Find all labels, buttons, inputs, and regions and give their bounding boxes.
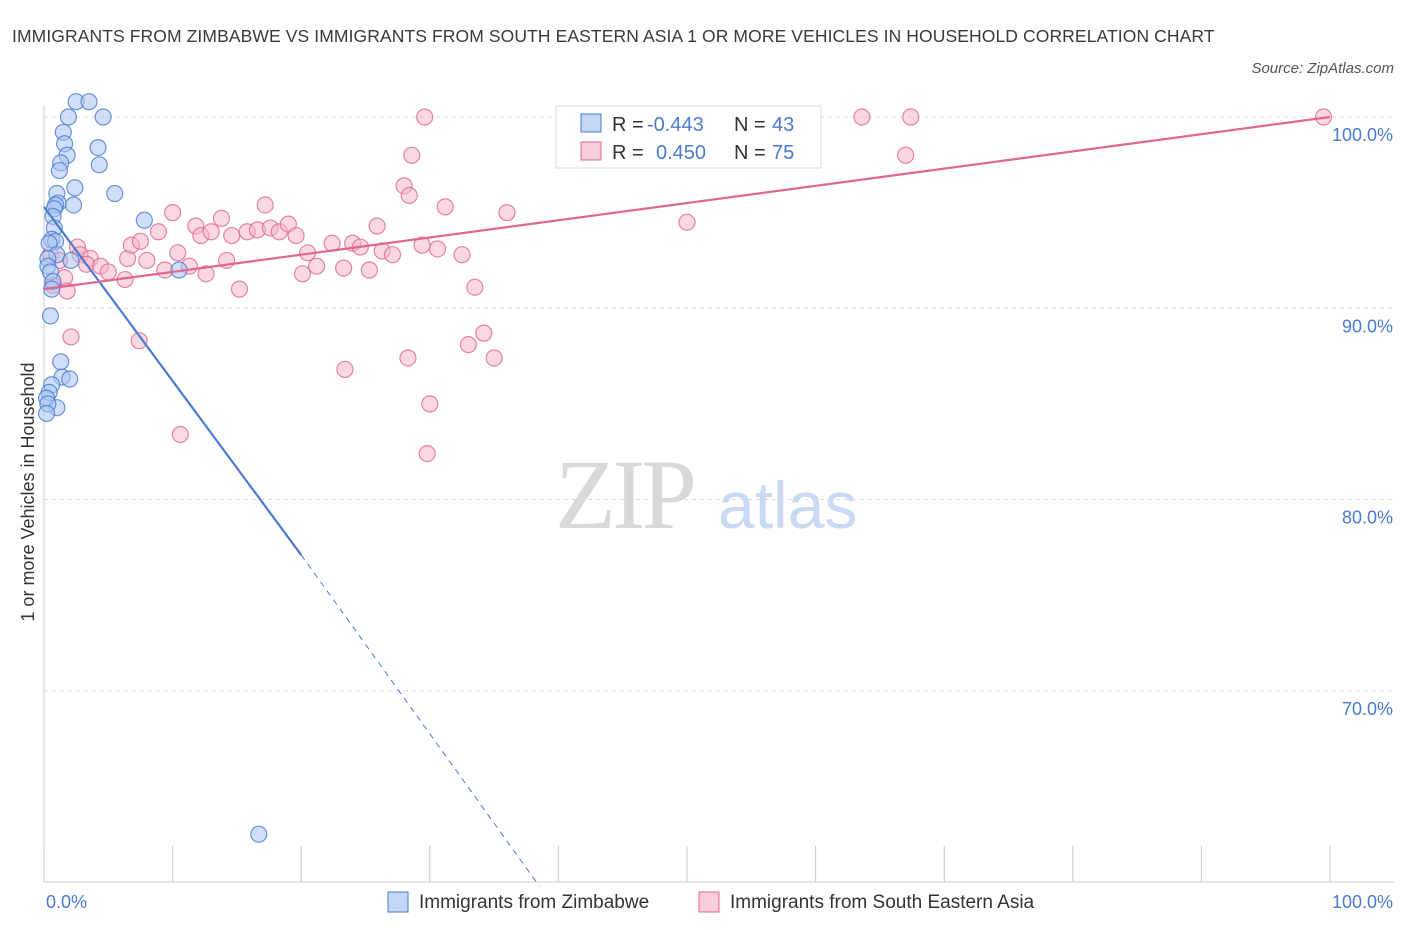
- data-point: [171, 425, 189, 444]
- data-point: [475, 324, 493, 342]
- axes: [43, 105, 1394, 883]
- legend-n-value-2: 75: [772, 142, 794, 164]
- data-point: [212, 209, 231, 227]
- data-point: [50, 161, 69, 180]
- data-point: [59, 108, 78, 126]
- y-tick-label-90: 90.0%: [1342, 316, 1393, 336]
- y-tick-label-80: 80.0%: [1342, 508, 1393, 528]
- data-point: [37, 404, 56, 423]
- data-point: [308, 257, 326, 275]
- watermark: ZIP atlas: [555, 439, 857, 550]
- data-point: [66, 179, 84, 197]
- data-point: [202, 223, 220, 241]
- chart-title: IMMIGRANTS FROM ZIMBABWE VS IMMIGRANTS F…: [12, 26, 1215, 46]
- legend-n-label-2: N =: [734, 142, 766, 164]
- x-tick-label-start: 0.0%: [46, 892, 87, 912]
- legend-r-value-2: 0.450: [656, 142, 706, 164]
- bottom-legend: Immigrants from Zimbabwe Immigrants from…: [387, 891, 1035, 913]
- chart-source: Source: ZipAtlas.com: [1251, 60, 1394, 77]
- data-point: [197, 265, 215, 283]
- data-point: [466, 278, 484, 296]
- data-point: [416, 108, 434, 126]
- data-point: [138, 251, 156, 270]
- data-point: [400, 186, 418, 205]
- data-point: [902, 108, 920, 126]
- data-point: [678, 213, 696, 231]
- data-point: [230, 280, 249, 298]
- data-point: [62, 251, 80, 270]
- data-point: [89, 139, 107, 157]
- x-tick-label-end: 100.0%: [1332, 892, 1393, 912]
- data-point: [428, 240, 447, 258]
- trend-line-blue: [43, 206, 303, 556]
- data-point: [360, 261, 378, 279]
- data-point: [94, 108, 112, 126]
- data-point: [52, 353, 70, 371]
- data-point: [256, 196, 274, 214]
- bottom-legend-swatch-zimbabwe: [387, 891, 409, 913]
- data-point: [853, 108, 871, 126]
- data-point: [250, 825, 268, 843]
- legend-n-label-1: N =: [734, 114, 766, 136]
- data-point: [149, 223, 168, 241]
- watermark-zip: ZIP: [555, 439, 693, 550]
- data-point: [403, 146, 421, 164]
- data-point: [287, 226, 305, 245]
- data-point: [293, 265, 312, 283]
- data-point: [383, 246, 402, 264]
- data-point: [80, 93, 98, 111]
- data-point: [897, 146, 915, 164]
- data-point: [223, 226, 241, 245]
- top-legend: R = -0.443 N = 43 R = 0.450 N = 75: [555, 105, 822, 169]
- data-point: [336, 360, 354, 379]
- y-tick-label-100: 100.0%: [1332, 125, 1393, 145]
- data-point: [164, 204, 182, 222]
- legend-r-label-2: R =: [612, 142, 644, 164]
- bottom-legend-label-zimbabwe: Immigrants from Zimbabwe: [419, 892, 649, 913]
- data-point: [90, 156, 108, 174]
- trend-line-pink: [43, 115, 1331, 291]
- data-point: [62, 328, 80, 346]
- data-point: [421, 395, 439, 413]
- series-zimbabwe-points: [37, 93, 268, 843]
- legend-swatch-zimbabwe: [580, 113, 602, 133]
- data-point: [169, 244, 187, 262]
- data-point: [135, 211, 153, 229]
- legend-n-value-1: 43: [772, 114, 794, 136]
- data-point: [64, 196, 83, 214]
- trend-lines: [43, 115, 1331, 887]
- data-point: [335, 259, 353, 277]
- data-point: [459, 335, 477, 354]
- data-point: [436, 198, 454, 216]
- data-point: [368, 217, 386, 235]
- data-point: [106, 184, 124, 203]
- data-point: [99, 263, 117, 281]
- y-tick-label-70: 70.0%: [1342, 699, 1393, 719]
- legend-r-label-1: R =: [612, 114, 644, 136]
- data-point: [130, 332, 148, 350]
- data-point: [485, 349, 503, 367]
- watermark-atlas: atlas: [718, 468, 857, 542]
- legend-swatch-south-eastern-asia: [580, 141, 602, 161]
- legend-r-value-1: -0.443: [647, 114, 704, 136]
- data-point: [41, 307, 60, 325]
- data-point: [61, 370, 79, 388]
- data-point: [399, 349, 417, 367]
- data-point: [453, 246, 471, 264]
- bottom-legend-swatch-south-eastern-asia: [698, 891, 720, 913]
- data-point: [418, 445, 436, 463]
- trend-line-extension-blue: [300, 554, 540, 887]
- data-point: [131, 232, 150, 250]
- data-point: [498, 204, 516, 222]
- y-axis-title: 1 or more Vehicles in Household: [18, 362, 38, 621]
- gridlines: [44, 116, 1392, 692]
- bottom-legend-label-south-eastern-asia: Immigrants from South Eastern Asia: [730, 892, 1035, 913]
- tick-labels: 70.0% 80.0% 90.0% 100.0% 0.0% 100.0%: [46, 125, 1393, 912]
